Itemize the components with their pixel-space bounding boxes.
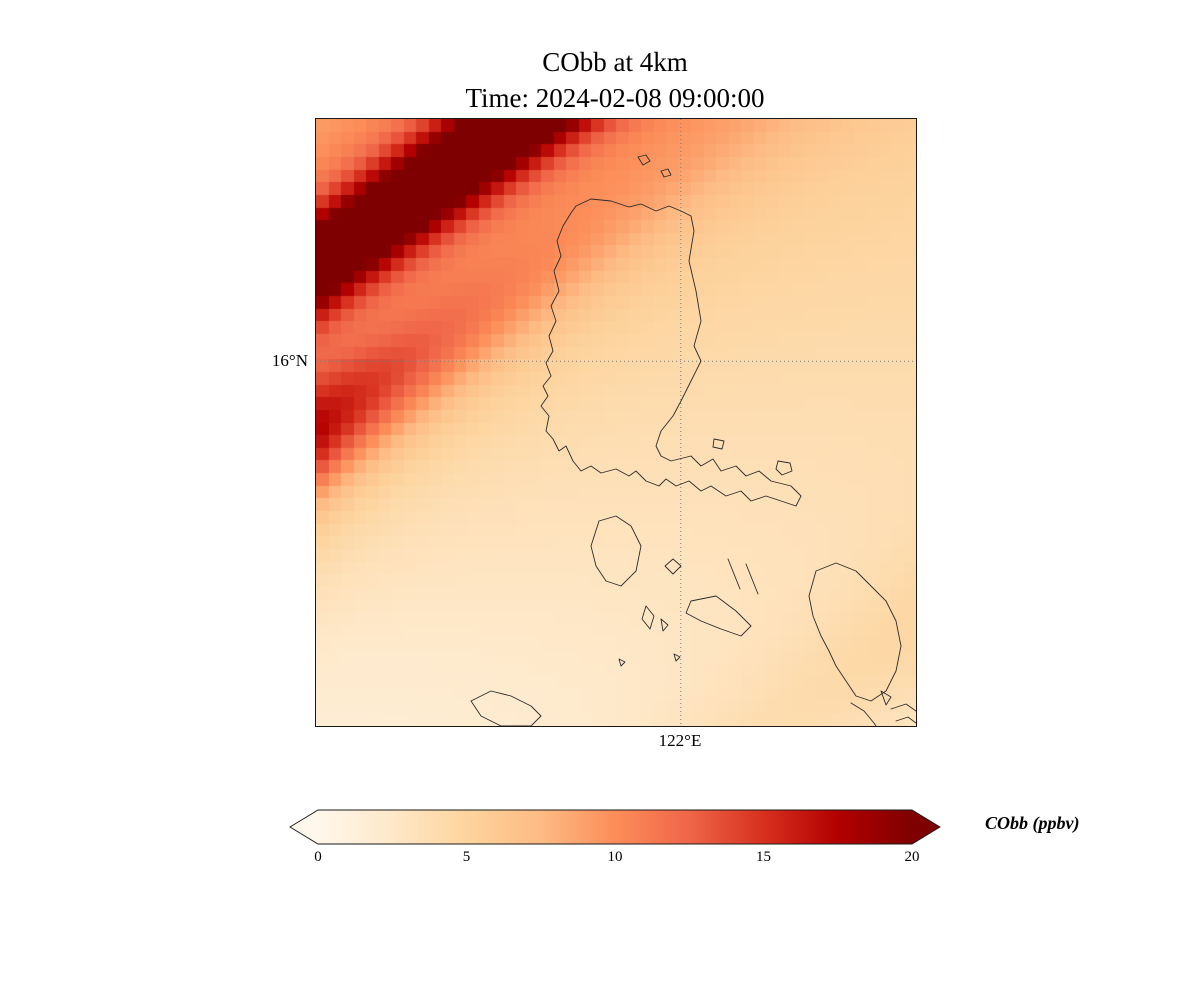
colorbar-tick-1: 5: [462, 849, 471, 865]
plot-area: [315, 118, 917, 727]
colorbar: [289, 809, 941, 845]
colorbar-tick-3: 15: [756, 849, 771, 865]
figure-titles: CObb at 4km Time: 2024-02-08 09:00:00: [315, 44, 915, 117]
colorbar-gradient: [289, 809, 941, 845]
y-tick-label: 16°N: [271, 351, 308, 370]
figure-title: CObb at 4km: [542, 47, 688, 77]
colorbar-label: CObb (ppbv): [985, 813, 1080, 833]
heatmap-canvas: [316, 119, 916, 726]
colorbar-tick-2: 10: [607, 849, 623, 865]
figure-subtitle: Time: 2024-02-08 09:00:00: [465, 83, 765, 114]
colorbar-tick-0: 0: [314, 849, 322, 865]
colorbar-tick-4: 20: [904, 849, 920, 865]
x-tick-label: 122°E: [658, 731, 702, 750]
